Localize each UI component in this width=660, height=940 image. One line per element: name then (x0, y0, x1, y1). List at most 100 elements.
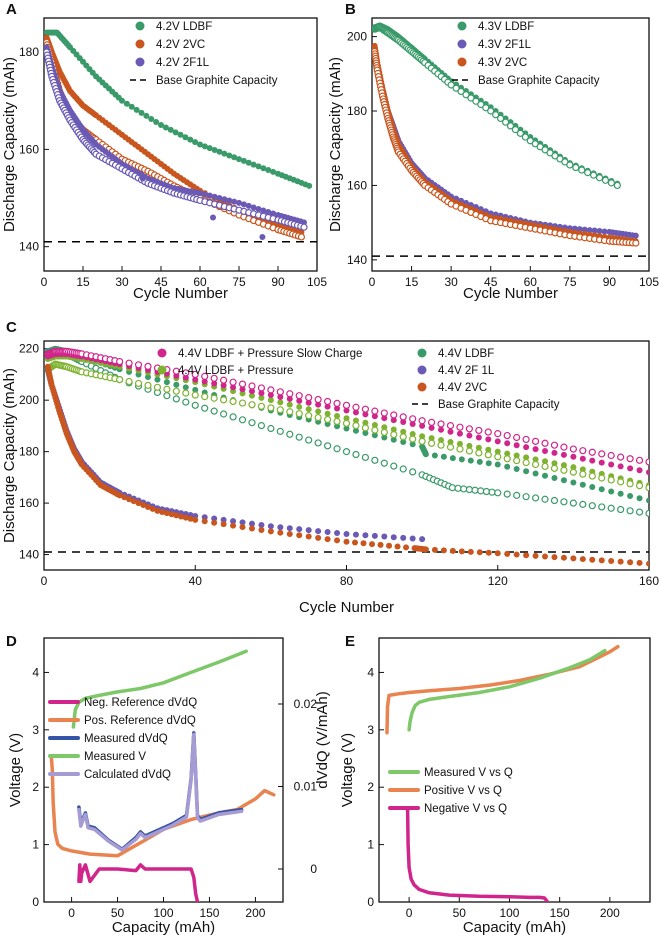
data-point (636, 495, 643, 502)
data-point (154, 376, 161, 383)
y-tick-label: 160 (19, 142, 39, 156)
data-point (286, 395, 293, 402)
legend-label: Base Graphite Capacity (156, 75, 278, 87)
data-point (636, 559, 643, 566)
data-point (182, 398, 190, 406)
data-point (380, 409, 388, 417)
data-point (418, 417, 426, 425)
data-point (598, 474, 606, 482)
data-point (482, 487, 491, 496)
data-point (523, 468, 530, 475)
data-point (608, 488, 615, 495)
data-point (238, 399, 247, 407)
data-point (492, 111, 500, 119)
data-point (362, 419, 369, 426)
data-point (231, 154, 238, 161)
data-point (409, 468, 417, 476)
data-point (258, 521, 265, 528)
data-point (381, 415, 388, 422)
y-tick-label: 1 (367, 838, 374, 852)
data-point (324, 403, 331, 410)
data-point (226, 197, 233, 204)
legend-label: Neg. Reference dVdQ (84, 697, 197, 709)
data-point (239, 386, 246, 393)
y-tick-label: 160 (347, 178, 367, 192)
data-point (598, 486, 605, 493)
data-point (456, 423, 464, 431)
data-point (513, 433, 521, 442)
data-point (211, 146, 218, 153)
series-neg-reference-dvdq (77, 863, 200, 902)
data-point (220, 516, 227, 523)
data-point (221, 196, 228, 203)
data-point (323, 415, 332, 424)
data-point (494, 461, 501, 468)
data-point (589, 484, 596, 491)
data-point (267, 397, 274, 404)
data-point (211, 193, 218, 200)
plot-frame (371, 17, 650, 272)
data-point (248, 382, 256, 390)
legend-marker (157, 348, 167, 358)
data-point (419, 536, 426, 543)
x-tick-label: 90 (603, 275, 617, 289)
x-axis-title: Cycle Number (463, 285, 558, 302)
data-point (352, 539, 359, 546)
data-point (513, 551, 520, 558)
data-point (422, 451, 429, 458)
y-tick-label: 160 (19, 496, 39, 510)
data-point (497, 114, 505, 123)
plot-area (372, 22, 649, 257)
data-point (516, 129, 524, 137)
data-point (513, 452, 520, 459)
data-point (400, 534, 407, 541)
data-point (267, 523, 274, 530)
data-point (457, 87, 465, 96)
data-point (531, 437, 540, 445)
panel-letter: B (345, 1, 356, 18)
data-point (260, 165, 267, 172)
data-point (381, 434, 388, 441)
data-point (333, 445, 341, 453)
data-point (144, 503, 151, 510)
data-point (197, 141, 203, 148)
data-point (230, 384, 237, 391)
data-point (579, 500, 587, 508)
data-point (182, 134, 189, 141)
legend: 4.3V LDBF 4.3V 2F1L 4.3V 2VC Base Graphite … (452, 21, 600, 87)
data-point (314, 439, 322, 447)
data-point (635, 456, 644, 464)
data-point (149, 505, 156, 512)
data-point (258, 394, 265, 401)
data-point (607, 504, 615, 512)
legend-item: 4.4V LDBF + Pressure (157, 365, 293, 377)
data-point (617, 463, 624, 470)
x-tick-label: 100 (499, 906, 519, 920)
data-point (229, 397, 237, 406)
legend-label: Measured dVdQ (84, 733, 168, 745)
data-point (369, 541, 376, 548)
data-point (591, 227, 598, 234)
y-tick-label: 140 (19, 240, 39, 254)
data-point (617, 453, 625, 461)
y2-tick-label: 0 (310, 862, 317, 876)
data-point (315, 528, 322, 535)
data-point (220, 410, 228, 418)
data-point (475, 434, 482, 441)
data-point (627, 465, 634, 472)
data-point (467, 94, 475, 102)
data-point (635, 508, 644, 516)
data-point (458, 456, 465, 463)
x-axis-title: Capacity (mAh) (112, 919, 215, 936)
data-point (570, 453, 577, 460)
data-point (296, 403, 303, 410)
data-point (394, 543, 401, 550)
data-point (381, 424, 388, 431)
legend: 4.4V LDBF + Pressure Slow Charge 4.4V LDB… (157, 348, 560, 411)
legend-label: Base Graphite Capacity (438, 399, 560, 411)
legend: Measured V vs Q Positive V vs Q Negative V… (388, 767, 513, 815)
data-point (343, 407, 350, 414)
y-tick-label: 0 (32, 895, 39, 909)
y-tick-label: 200 (347, 30, 367, 44)
data-point (542, 458, 549, 465)
